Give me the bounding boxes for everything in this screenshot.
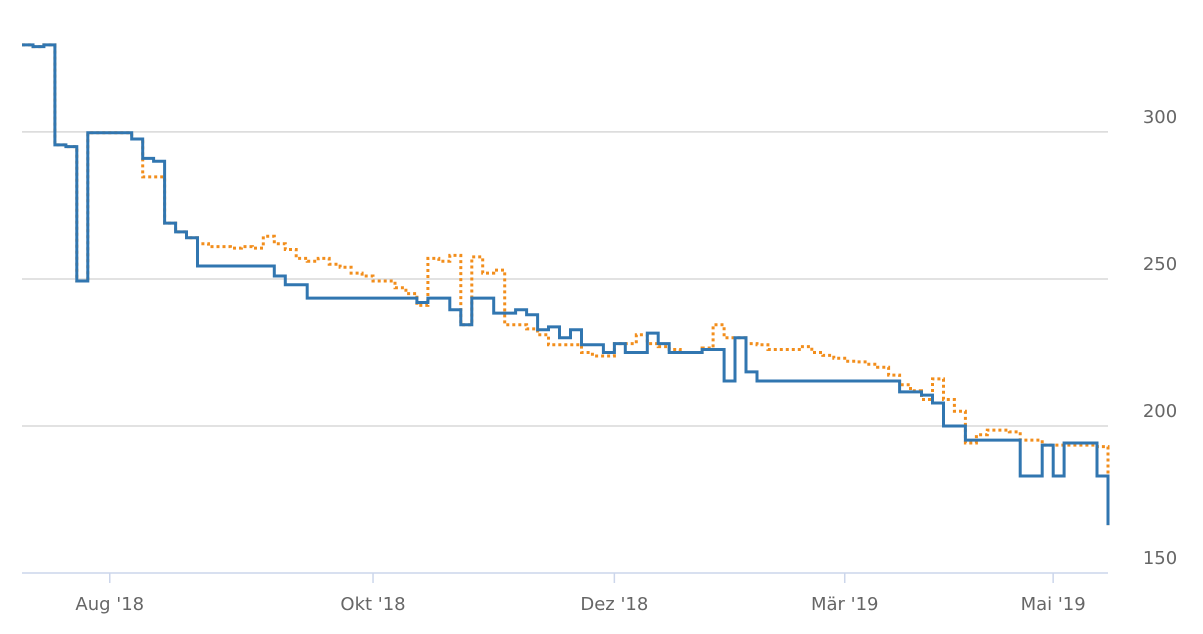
y-tick-label: 250 xyxy=(1143,254,1177,275)
series-line xyxy=(22,43,1110,526)
x-tick-label: Mär '19 xyxy=(811,594,879,615)
x-tick-label: Okt '18 xyxy=(340,594,405,615)
y-tick-label: 300 xyxy=(1143,107,1177,128)
x-tick-label: Dez '18 xyxy=(580,594,648,615)
y-tick-label: 200 xyxy=(1143,401,1177,422)
series-line xyxy=(22,43,1110,526)
x-tick-label: Mai '19 xyxy=(1021,594,1086,615)
y-tick-label: 150 xyxy=(1143,548,1177,569)
x-tick-label: Aug '18 xyxy=(75,594,144,615)
